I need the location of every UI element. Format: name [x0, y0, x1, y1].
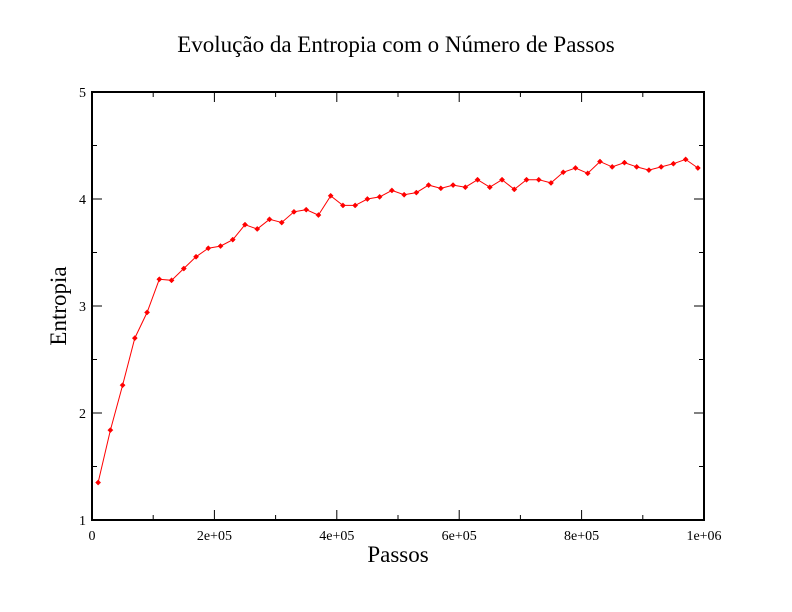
data-point [462, 184, 469, 191]
data-point [352, 202, 359, 209]
data-point [633, 163, 640, 170]
y-axis-label: Entropia [46, 266, 71, 345]
data-point [450, 182, 457, 189]
data-point [193, 253, 199, 260]
data-point [278, 219, 285, 226]
data-point [388, 187, 395, 194]
data-point [499, 176, 505, 183]
data-point [229, 236, 236, 243]
data-point [291, 208, 297, 215]
y-tick-label: 3 [79, 300, 86, 315]
data-point [572, 165, 579, 171]
x-tick-label: 1e+06 [686, 529, 721, 544]
y-tick-label: 2 [79, 407, 86, 422]
data-point [376, 193, 383, 200]
data-point [694, 165, 701, 171]
data-point [339, 202, 346, 209]
y-tick-label: 5 [79, 86, 86, 101]
data-point [670, 160, 677, 167]
data-point [425, 182, 432, 189]
data-point [584, 170, 591, 177]
x-tick-label: 0 [89, 529, 96, 544]
x-tick-label: 2e+05 [197, 529, 232, 544]
data-point [548, 179, 554, 186]
data-point [486, 184, 493, 191]
x-tick-label: 8e+05 [564, 529, 599, 544]
data-point [401, 191, 408, 198]
data-point [254, 226, 261, 232]
data-point [156, 276, 163, 283]
x-axis-label: Passos [367, 542, 428, 567]
data-point [413, 189, 420, 196]
data-point [95, 479, 102, 486]
data-point [597, 158, 603, 165]
data-point [119, 382, 126, 389]
data-point [168, 277, 175, 284]
data-point [621, 159, 628, 166]
data-point [682, 156, 689, 163]
data-point [327, 192, 334, 199]
plot-frame [91, 91, 705, 521]
data-point [303, 206, 310, 213]
series-line [97, 158, 699, 483]
data-point [511, 186, 518, 193]
data-point [437, 185, 444, 192]
data-point [217, 243, 224, 250]
data-point [560, 169, 567, 176]
y-tick-label: 1 [79, 514, 86, 529]
data-point [131, 335, 138, 342]
data-point [205, 245, 212, 252]
data-point [144, 309, 151, 316]
x-tick-label: 4e+05 [319, 529, 354, 544]
data-point [180, 265, 187, 272]
y-tick-label: 4 [79, 193, 86, 208]
data-point [242, 221, 248, 228]
data-point [609, 163, 616, 170]
data-point [315, 212, 322, 219]
axis-ticks: 0 2e+05 4e+05 6e+05 8e+05 1e+06 1 2 3 4 5 [79, 86, 722, 544]
data-point [523, 176, 530, 183]
x-tick-label: 6e+05 [442, 529, 477, 544]
data-point [645, 167, 652, 174]
series-layer [95, 156, 701, 486]
data-point [266, 216, 273, 223]
data-point [474, 176, 481, 183]
chart-title: Evolução da Entropia com o Número de Pas… [177, 32, 615, 57]
data-point [658, 163, 665, 170]
data-point [107, 427, 114, 434]
data-point [364, 196, 371, 202]
data-point [535, 176, 542, 183]
